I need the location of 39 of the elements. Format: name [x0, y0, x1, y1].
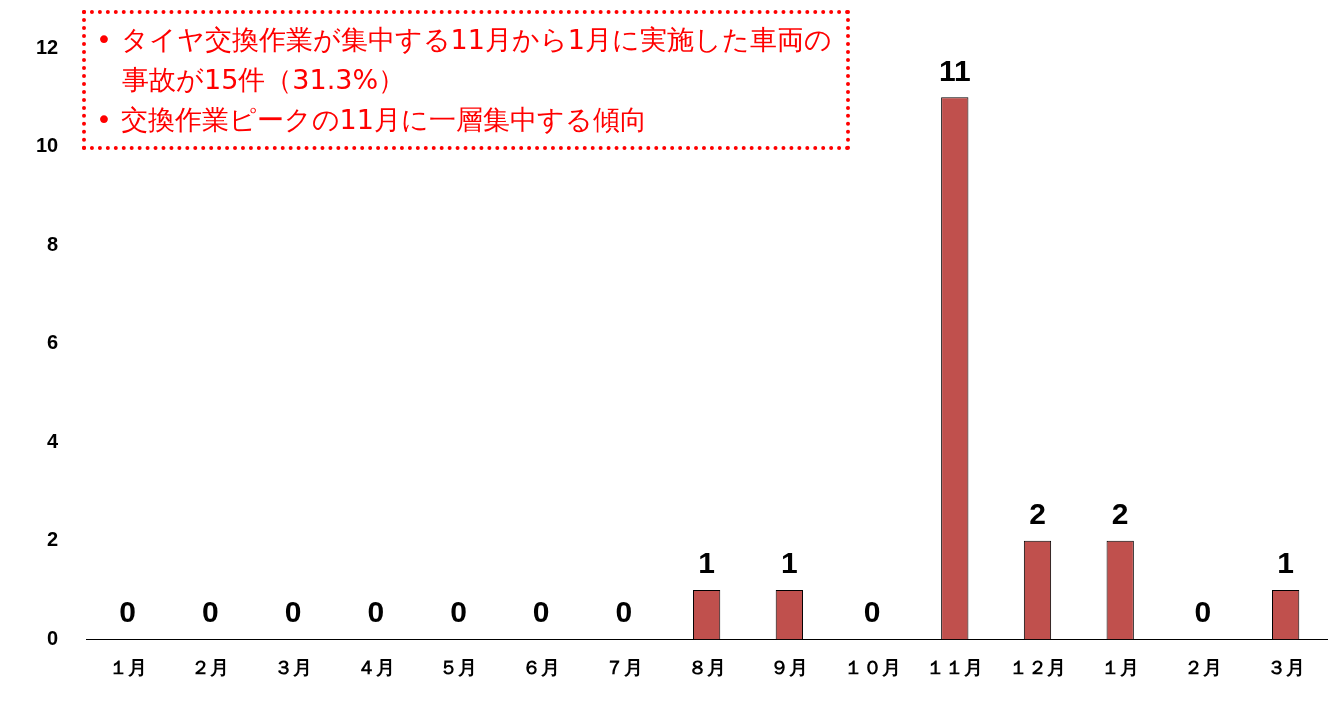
data-label: 0 [450, 595, 467, 629]
x-tick-label: １月 [1101, 656, 1140, 678]
annotation: • 交換作業ピークの11月に一層集中する傾向 [96, 103, 648, 137]
data-label: 0 [863, 595, 881, 629]
x-tick-label: １２月 [1008, 656, 1066, 678]
data-label: 0 [119, 595, 136, 629]
x-tick-label: ７月 [604, 656, 643, 678]
x-tick-label: １１月 [926, 656, 984, 678]
data-label: 1 [1277, 546, 1294, 580]
y-tick-label: 6 [47, 331, 59, 354]
x-tick-label: ５月 [439, 656, 478, 678]
x-tick-label: ２月 [191, 656, 230, 678]
x-tick-label: ３月 [274, 656, 313, 678]
x-tick-label: ２月 [1183, 656, 1222, 678]
y-tick-label: 2 [47, 528, 59, 551]
data-label: 0 [1194, 595, 1212, 629]
data-label: 0 [615, 595, 633, 629]
data-label: 1 [698, 546, 715, 580]
data-label: 2 [1111, 496, 1129, 530]
data-label: 11 [938, 53, 971, 87]
data-label: 0 [367, 595, 385, 629]
x-tick-label: ９月 [770, 656, 809, 678]
data-label: 2 [1029, 496, 1046, 530]
data-label: 1 [781, 546, 798, 580]
x-tick-label: １月 [108, 656, 147, 678]
x-tick-label: ８月 [687, 656, 726, 678]
y-tick-label: 8 [47, 232, 59, 255]
x-tick-label: ３月 [1266, 656, 1305, 678]
y-tick-label: 12 [36, 35, 59, 58]
data-label: 0 [532, 595, 550, 629]
x-tick-label: １０月 [843, 656, 901, 678]
y-tick-label: 0 [47, 626, 59, 649]
y-tick-label: 4 [47, 429, 60, 452]
data-label: 0 [284, 595, 302, 629]
x-tick-label: ６月 [522, 656, 561, 678]
annotation: • タイヤ交換作業が集中する11月から1月に実施した車両の事故が15件（31.3%） [96, 23, 834, 97]
data-label: 0 [201, 595, 219, 629]
x-tick-label: ４月 [356, 656, 395, 678]
y-tick-label: 10 [36, 134, 59, 157]
